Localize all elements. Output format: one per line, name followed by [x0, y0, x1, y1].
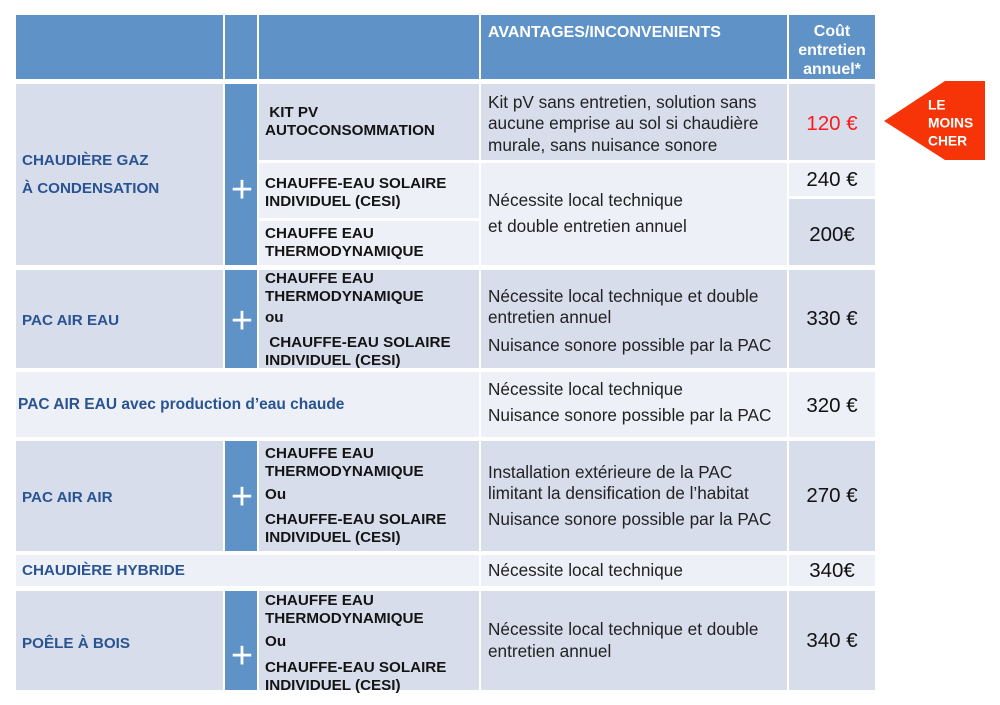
svg-text:MOINS: MOINS	[928, 116, 973, 131]
svg-text:LE: LE	[928, 98, 946, 113]
svg-text:CHER: CHER	[928, 134, 967, 149]
